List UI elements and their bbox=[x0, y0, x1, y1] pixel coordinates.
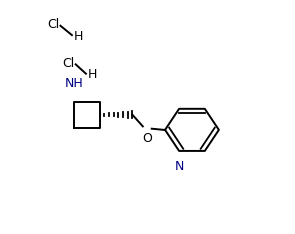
Text: H: H bbox=[88, 68, 97, 81]
Text: Cl: Cl bbox=[47, 18, 59, 31]
Text: O: O bbox=[142, 132, 153, 145]
Text: H: H bbox=[74, 30, 83, 43]
Text: N: N bbox=[174, 160, 184, 173]
Text: NH: NH bbox=[64, 77, 83, 90]
Text: Cl: Cl bbox=[62, 57, 74, 70]
